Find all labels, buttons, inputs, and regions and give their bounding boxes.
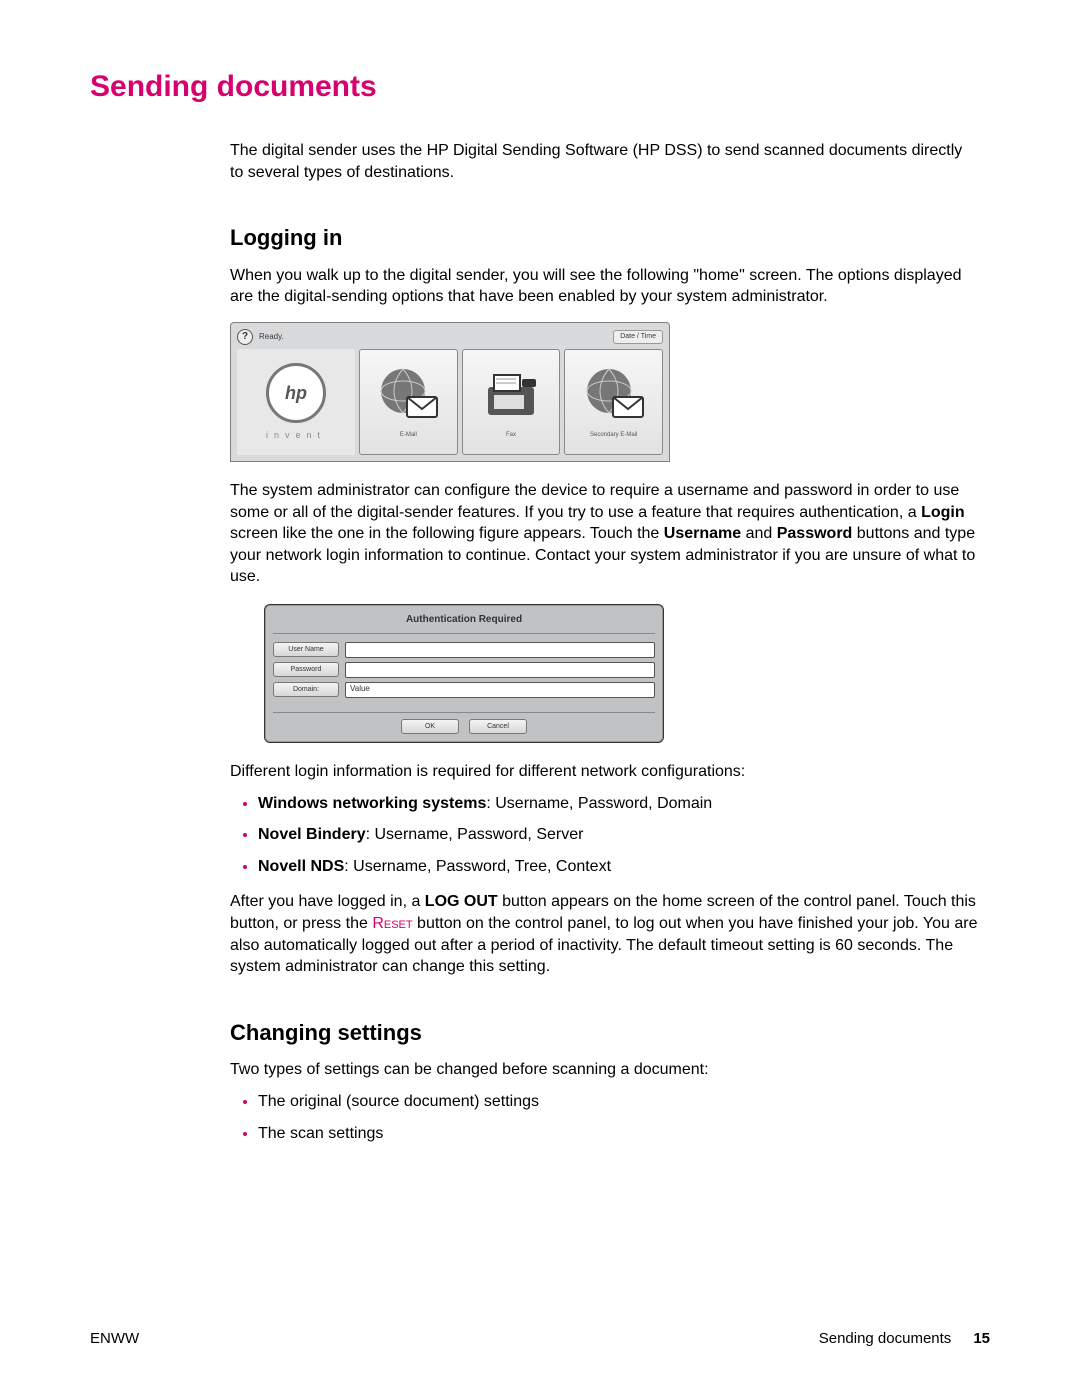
header-datetime: Date / Time [613,330,663,343]
cancel-button: Cancel [469,719,527,734]
body: The digital sender uses the HP Digital S… [230,140,980,1144]
logging-p4: After you have logged in, a LOG OUT butt… [230,891,980,977]
auth-bottom-row: OK Cancel [273,712,655,734]
bullet-bold: Novel Bindery [258,826,366,843]
figure-auth-dialog: Authentication Required User Name Passwo… [264,604,664,743]
list-item: Novel Bindery: Username, Password, Serve… [258,824,980,846]
tile-fax-label: Fax [506,431,516,439]
ok-button: OK [401,719,459,734]
hp-logo-icon: hp [266,363,326,423]
bullet-rest: : Username, Password, Server [366,826,584,843]
tile-fax: Fax [462,349,561,455]
text: screen like the one in the following fig… [230,525,664,542]
list-item: Windows networking systems: Username, Pa… [258,793,980,815]
page-title: Sending documents [90,70,990,104]
bullet-bold: Novell NDS [258,858,344,875]
logging-p3: Different login information is required … [230,761,980,783]
home-screen-row: hp invent E-Mail [237,349,663,455]
footer-left: ENWW [90,1330,139,1347]
divider [273,633,655,634]
logging-p2: The system administrator can configure t… [230,480,980,588]
username-button: User Name [273,642,339,657]
help-icon: ? [237,329,253,345]
password-button: Password [273,662,339,677]
logging-p1: When you walk up to the digital sender, … [230,265,980,308]
bullet-rest: : Username, Password, Domain [486,795,712,812]
username-field [345,642,655,658]
text: and [741,525,777,542]
logout-bold: LOG OUT [425,893,498,910]
domain-button: Domain: [273,682,339,697]
tile-email-label: E-Mail [400,431,417,439]
tile-secondary-email: Secondary E-Mail [564,349,663,455]
domain-field: Value [345,682,655,698]
list-item: The original (source document) settings [258,1091,980,1113]
home-screen-frame: ? Ready. Date / Time hp invent [230,322,670,462]
footer-page-number: 15 [973,1330,990,1347]
changing-p1: Two types of settings can be changed bef… [230,1059,980,1081]
auth-row-username: User Name [273,642,655,658]
bullet-bold: Windows networking systems [258,795,486,812]
list-item: The scan settings [258,1123,980,1145]
hp-invent-text: invent [266,429,326,441]
auth-row-password: Password [273,662,655,678]
network-config-list: Windows networking systems: Username, Pa… [230,793,980,878]
list-item: Novell NDS: Username, Password, Tree, Co… [258,856,980,878]
text: The system administrator can configure t… [230,482,959,521]
document-page: Sending documents The digital sender use… [0,0,1080,1397]
footer-section-label: Sending documents [819,1330,952,1347]
tile-email: E-Mail [359,349,458,455]
password-field [345,662,655,678]
login-bold: Login [921,504,965,521]
hp-logo-panel: hp invent [237,349,355,455]
auth-panel: Authentication Required User Name Passwo… [264,604,664,743]
auth-row-domain: Domain: Value [273,682,655,698]
tile-secondary-label: Secondary E-Mail [590,431,637,439]
text: After you have logged in, a [230,893,425,910]
globe-envelope-icon [579,365,649,429]
fax-icon [476,365,546,429]
intro-paragraph: The digital sender uses the HP Digital S… [230,140,980,183]
reset-smallcaps: Reset [372,915,412,932]
figure-home-screen: ? Ready. Date / Time hp invent [230,322,670,462]
home-screen-header: ? Ready. Date / Time [237,327,663,349]
page-footer: ENWW Sending documents 15 [90,1330,990,1347]
globe-envelope-icon [373,365,443,429]
username-bold: Username [664,525,741,542]
heading-logging-in: Logging in [230,223,980,253]
header-status-text: Ready. [259,332,284,343]
bullet-rest: : Username, Password, Tree, Context [344,858,611,875]
password-bold: Password [777,525,853,542]
settings-types-list: The original (source document) settings … [230,1091,980,1144]
heading-changing-settings: Changing settings [230,1018,980,1048]
auth-title: Authentication Required [273,611,655,633]
